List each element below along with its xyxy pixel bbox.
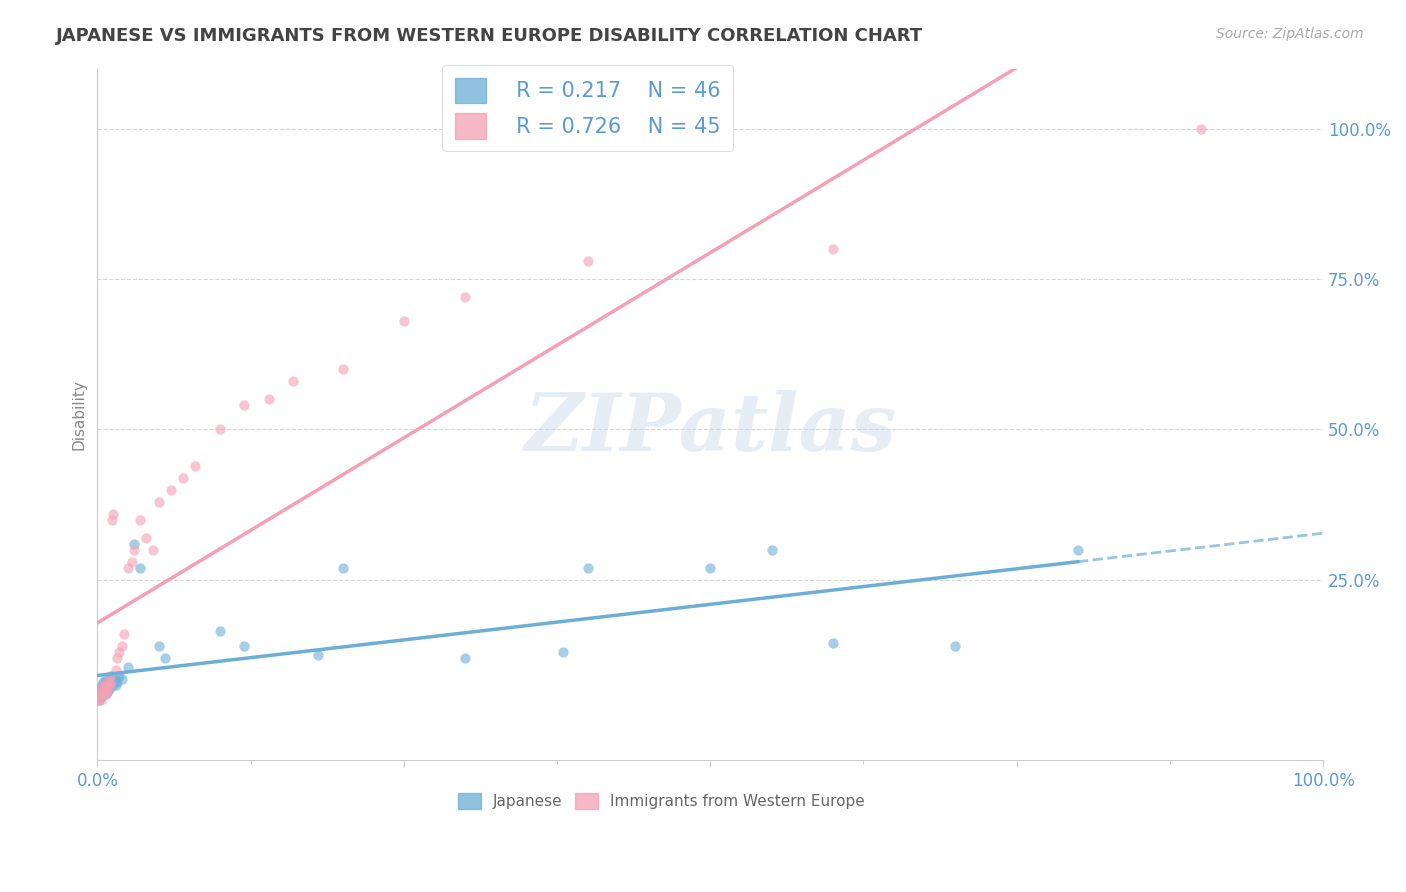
Point bbox=[553, 645, 575, 659]
Text: Source: ZipAtlas.com: Source: ZipAtlas.com bbox=[1216, 27, 1364, 41]
Point bbox=[100, 669, 122, 683]
Point bbox=[93, 675, 115, 690]
Point bbox=[454, 290, 477, 304]
Point bbox=[160, 483, 183, 497]
Point bbox=[100, 675, 122, 690]
Point bbox=[821, 242, 844, 256]
Point bbox=[101, 513, 124, 527]
Point bbox=[98, 678, 121, 692]
Point bbox=[392, 314, 415, 328]
Point bbox=[97, 684, 120, 698]
Point bbox=[135, 531, 157, 545]
Point bbox=[208, 422, 231, 436]
Point bbox=[945, 639, 967, 653]
Point bbox=[103, 672, 125, 686]
Point bbox=[91, 678, 114, 692]
Point bbox=[233, 639, 256, 653]
Point bbox=[105, 675, 128, 690]
Point bbox=[93, 687, 115, 701]
Point bbox=[283, 375, 305, 389]
Point bbox=[1067, 542, 1090, 557]
Point bbox=[104, 663, 127, 677]
Point bbox=[153, 651, 176, 665]
Point bbox=[307, 648, 329, 662]
Point bbox=[172, 470, 194, 484]
Point bbox=[94, 681, 117, 696]
Point bbox=[454, 651, 477, 665]
Point bbox=[332, 561, 354, 575]
Point bbox=[105, 651, 128, 665]
Point bbox=[93, 678, 115, 692]
Point bbox=[108, 669, 131, 683]
Point bbox=[94, 672, 117, 686]
Point bbox=[90, 684, 112, 698]
Point bbox=[111, 639, 134, 653]
Text: JAPANESE VS IMMIGRANTS FROM WESTERN EUROPE DISABILITY CORRELATION CHART: JAPANESE VS IMMIGRANTS FROM WESTERN EURO… bbox=[56, 27, 924, 45]
Point bbox=[108, 645, 131, 659]
Point bbox=[129, 561, 152, 575]
Point bbox=[122, 537, 145, 551]
Point bbox=[98, 672, 121, 686]
Point bbox=[184, 458, 207, 473]
Point bbox=[101, 675, 124, 690]
Point bbox=[148, 494, 170, 508]
Y-axis label: Disability: Disability bbox=[72, 379, 86, 450]
Point bbox=[93, 684, 115, 698]
Point bbox=[89, 681, 111, 696]
Point bbox=[117, 660, 139, 674]
Point bbox=[96, 684, 118, 698]
Point bbox=[233, 399, 256, 413]
Legend: Japanese, Immigrants from Western Europe: Japanese, Immigrants from Western Europe bbox=[451, 787, 870, 815]
Point bbox=[117, 561, 139, 575]
Point bbox=[94, 678, 117, 692]
Point bbox=[93, 675, 115, 690]
Point bbox=[90, 690, 112, 705]
Point bbox=[121, 555, 143, 569]
Point bbox=[96, 678, 118, 692]
Point bbox=[96, 675, 118, 690]
Point bbox=[761, 542, 783, 557]
Point bbox=[87, 693, 110, 707]
Point bbox=[98, 681, 121, 696]
Point bbox=[97, 681, 120, 696]
Point bbox=[129, 513, 152, 527]
Point bbox=[104, 678, 127, 692]
Point bbox=[111, 672, 134, 686]
Text: ZIPatlas: ZIPatlas bbox=[524, 390, 896, 467]
Point bbox=[90, 684, 112, 698]
Point bbox=[98, 669, 121, 683]
Point bbox=[112, 627, 135, 641]
Point bbox=[96, 684, 118, 698]
Point bbox=[91, 687, 114, 701]
Point bbox=[103, 507, 125, 521]
Point bbox=[97, 675, 120, 690]
Point bbox=[90, 693, 112, 707]
Point bbox=[91, 681, 114, 696]
Point bbox=[91, 687, 114, 701]
Point bbox=[122, 542, 145, 557]
Point bbox=[89, 687, 111, 701]
Point bbox=[699, 561, 721, 575]
Point bbox=[94, 687, 117, 701]
Point bbox=[148, 639, 170, 653]
Point bbox=[141, 542, 163, 557]
Point bbox=[93, 681, 115, 696]
Point bbox=[1189, 121, 1212, 136]
Point bbox=[87, 693, 110, 707]
Point bbox=[94, 687, 117, 701]
Point bbox=[821, 636, 844, 650]
Point bbox=[208, 624, 231, 638]
Point bbox=[257, 392, 280, 407]
Point bbox=[89, 687, 111, 701]
Point bbox=[89, 690, 111, 705]
Point bbox=[576, 254, 599, 268]
Point bbox=[332, 362, 354, 376]
Point bbox=[103, 678, 125, 692]
Point bbox=[98, 678, 121, 692]
Point bbox=[576, 561, 599, 575]
Point bbox=[93, 684, 115, 698]
